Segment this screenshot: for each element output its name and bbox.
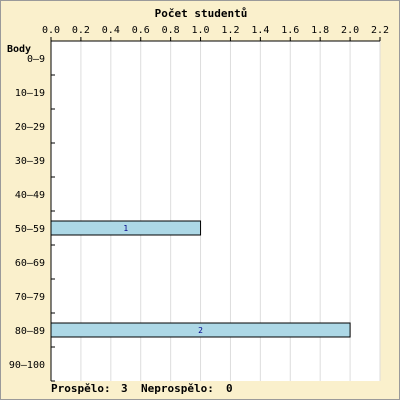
x-tick-label: 0.6: [132, 25, 150, 36]
x-tick-label: 1.8: [311, 25, 329, 36]
bars: 12: [50, 220, 351, 338]
x-tick-label: 1.2: [221, 25, 239, 36]
bar-value-label: 2: [198, 326, 203, 335]
x-tick-label: 2.2: [371, 25, 389, 36]
y-tick-label: 90–100: [9, 360, 45, 371]
y-tick-label: 30–39: [15, 156, 45, 167]
footer-passed-label: Prospělo:: [51, 382, 111, 395]
y-tick-label: 50–59: [15, 224, 45, 235]
x-tick-label: 2.0: [341, 25, 359, 36]
x-tick-label: 0.0: [42, 25, 60, 36]
y-tick-label: 80–89: [15, 326, 45, 337]
x-tick-label: 0.2: [72, 25, 90, 36]
x-tick-label: 1.6: [281, 25, 299, 36]
x-tick-label: 0.8: [162, 25, 180, 36]
footer-failed-label: Neprospělo:: [141, 382, 214, 395]
bar-value-label: 1: [123, 224, 128, 233]
y-axis-ticks: 0–9 10–19 20–29 30–39 40–49 50–59 60–69 70–79 80…: [9, 54, 55, 382]
y-tick-label: 60–69: [15, 258, 45, 269]
x-axis-ticks: 0.0 0.2 0.4 0.6 0.8 1.0 1.2 1.4 1.6 1.8 2.0 2.2: [42, 25, 389, 41]
footer-failed-value: 0: [226, 382, 233, 395]
x-tick-label: 1.0: [192, 25, 210, 36]
y-axis-label: Body: [7, 44, 31, 55]
y-tick-label: 0–9: [27, 54, 45, 65]
x-tick-label: 1.4: [251, 25, 269, 36]
x-tick-label: 0.4: [102, 25, 120, 36]
y-tick-label: 40–49: [15, 190, 45, 201]
y-tick-label: 70–79: [15, 292, 45, 303]
footer-passed-value: 3: [121, 382, 128, 395]
y-tick-label: 20–29: [15, 122, 45, 133]
y-tick-label: 10–19: [15, 88, 45, 99]
chart-title: Počet studentů: [155, 7, 248, 20]
